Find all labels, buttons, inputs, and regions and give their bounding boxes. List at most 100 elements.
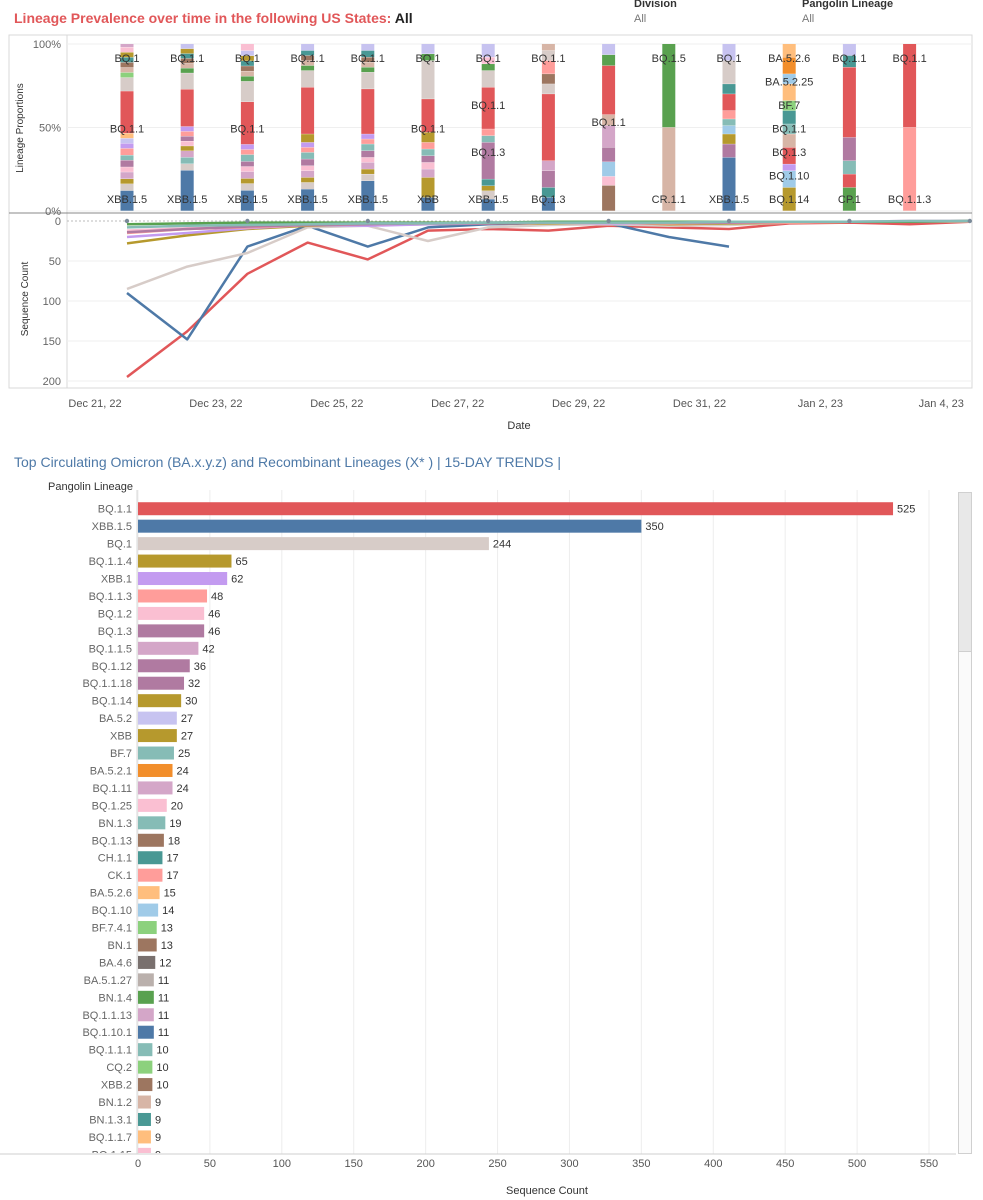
column-label: CP.1	[838, 194, 861, 206]
column-segment	[782, 170, 796, 188]
bar-row[interactable]: BQ.1.1.1 10	[89, 1043, 169, 1057]
column-segment	[301, 60, 315, 66]
column-segment	[481, 44, 495, 58]
pangolin-lineage-filter[interactable]: Pangolin Lineage All	[802, 0, 893, 25]
lineage-prevalence-chart[interactable]: 100% 50% 0% Lineage Proportions BQ.1 BQ.1.1 XB…	[0, 0, 983, 440]
bar-row[interactable]: XBB.1 62	[101, 572, 244, 586]
bar-row[interactable]: BQ.1.10 14	[92, 903, 175, 918]
bar-row[interactable]: BQ.1.2 46	[98, 606, 221, 621]
column-segment	[240, 178, 254, 184]
value-label: 25	[178, 748, 190, 760]
bar-row[interactable]: BQ.1.1.3 48	[89, 589, 224, 603]
column-segment	[481, 135, 495, 143]
x-tick-label: 100	[273, 1158, 291, 1170]
column-segment	[180, 141, 194, 146]
column-segment	[301, 70, 315, 88]
column-segment	[361, 174, 375, 181]
pangolin-filter-value[interactable]: All	[802, 13, 815, 25]
bar-row[interactable]: BQ.1.25 20	[92, 798, 183, 813]
column-segment	[301, 165, 315, 171]
scrollbar-thumb[interactable]	[959, 493, 971, 652]
bar-row[interactable]: BQ.1.1.7 9	[89, 1130, 161, 1144]
bar-row[interactable]: BQ.1.1.13 11	[82, 1008, 169, 1022]
column-segment	[240, 166, 254, 172]
column-segment	[541, 60, 555, 74]
bar	[138, 955, 156, 969]
bar-row[interactable]: BA.5.2.1 24	[90, 763, 189, 778]
bar	[138, 851, 163, 865]
bar-row[interactable]: BQ.1.1.4 65	[89, 554, 248, 569]
value-label: 11	[158, 992, 169, 1004]
bar	[138, 868, 163, 882]
bar-row[interactable]: BA.4.6 12	[99, 955, 172, 970]
bar-row[interactable]: BQ.1.1 525	[98, 502, 916, 516]
column-segment	[602, 44, 616, 55]
bar-row[interactable]: BF.7.4.1 13	[92, 921, 173, 935]
column-segment	[301, 142, 315, 148]
bar-row[interactable]: BN.1.3 19	[98, 816, 182, 830]
bar-row[interactable]: CQ.2 10	[106, 1060, 169, 1075]
bar-row[interactable]: BA.5.1.27 11	[84, 973, 170, 987]
x-tick-label: Dec 21, 22	[68, 398, 121, 410]
bar-rows: BQ.1.1 525 XBB.1.5 350 BQ.1 244 BQ.1.1.4 65 XBB.…	[82, 502, 916, 1162]
bar-row[interactable]: BQ.1.10.1 11	[82, 1025, 169, 1040]
column-segment	[301, 44, 315, 51]
column-segment	[240, 171, 254, 179]
bar-row[interactable]: BQ.1.12 36	[92, 659, 206, 673]
column-segment	[421, 177, 435, 198]
bar-row[interactable]: BN.1.3.1 9	[89, 1112, 161, 1127]
column-segment	[782, 124, 796, 134]
bar-row[interactable]: CH.1.1 17	[98, 851, 179, 865]
bar-row[interactable]: BQ.1.13 18	[92, 833, 180, 848]
column-segment	[361, 169, 375, 174]
bar-row[interactable]: BN.1.2 9	[98, 1095, 161, 1110]
bar	[138, 973, 154, 987]
bar-row[interactable]: BQ.1.1.18 32	[82, 676, 200, 691]
stacked-column	[602, 44, 616, 211]
bar-row[interactable]: CK.1 17	[108, 868, 179, 883]
column-label: BQ.1.3	[772, 147, 806, 159]
zero-marker	[124, 218, 130, 224]
scrollbar-track[interactable]	[958, 492, 972, 1154]
column-label: BQ.1	[476, 53, 501, 65]
title-state-value: All	[394, 10, 413, 26]
category-label: CK.1	[108, 870, 132, 882]
bar-row[interactable]: BN.1.4 11	[98, 990, 169, 1005]
bar-row[interactable]: BA.5.2.6 15	[90, 886, 176, 900]
bar-row[interactable]: BQ.1.15 9	[92, 1147, 161, 1162]
column-segment	[541, 197, 555, 211]
x-tick-label: 400	[704, 1158, 722, 1170]
division-filter[interactable]: Division All	[634, 0, 677, 25]
column-label: BQ.1.1.3	[888, 194, 931, 206]
category-label: BQ.1.2	[98, 608, 132, 620]
bar-row[interactable]: BQ.1.11 24	[92, 781, 189, 795]
bar-row[interactable]: BQ.1 244	[107, 537, 511, 551]
bar	[138, 554, 232, 568]
pangolin-lineage-header: Pangolin Lineage	[48, 481, 134, 493]
top-lineages-bar-chart[interactable]: 0 50 100 150 200 250 300 350 400 450 500 550 Sequenc…	[0, 490, 983, 1200]
bar-row[interactable]: BQ.1.1.5 42	[89, 641, 215, 656]
category-label: BF.7.4.1	[92, 923, 132, 935]
bar-row[interactable]: BA.5.2 27	[99, 711, 193, 726]
bar	[138, 1112, 151, 1126]
bar-row[interactable]: BQ.1.3 46	[98, 624, 221, 638]
x-tick-label: 300	[560, 1158, 578, 1170]
bar-row[interactable]: BN.1 13	[108, 938, 173, 952]
zero-marker	[365, 218, 370, 224]
bar-row[interactable]: XBB.2 10	[101, 1078, 169, 1092]
bar	[138, 1060, 153, 1074]
column-segment	[120, 160, 134, 167]
stacked-column	[421, 44, 435, 211]
column-segment	[421, 169, 435, 178]
column-segment	[421, 155, 435, 163]
division-filter-value[interactable]: All	[634, 13, 647, 25]
column-segment	[120, 190, 134, 211]
column-label: XBB.1.5	[227, 194, 267, 206]
x-tick-label: 0	[135, 1158, 141, 1170]
bar-row[interactable]: XBB 27	[110, 729, 193, 743]
column-segment	[120, 77, 134, 91]
bar-row[interactable]: BF.7 25	[110, 746, 190, 761]
bar-row[interactable]: BQ.1.14 30	[92, 694, 198, 708]
value-label: 9	[155, 1132, 161, 1144]
bar-row[interactable]: XBB.1.5 350	[92, 519, 664, 534]
